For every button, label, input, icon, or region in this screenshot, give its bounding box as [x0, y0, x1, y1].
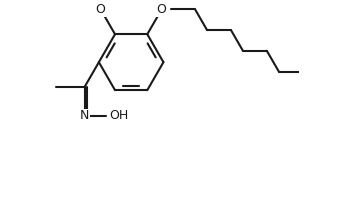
Text: O: O	[157, 3, 166, 16]
Text: O: O	[96, 3, 106, 16]
Text: N: N	[80, 109, 89, 122]
Text: OH: OH	[110, 109, 129, 122]
